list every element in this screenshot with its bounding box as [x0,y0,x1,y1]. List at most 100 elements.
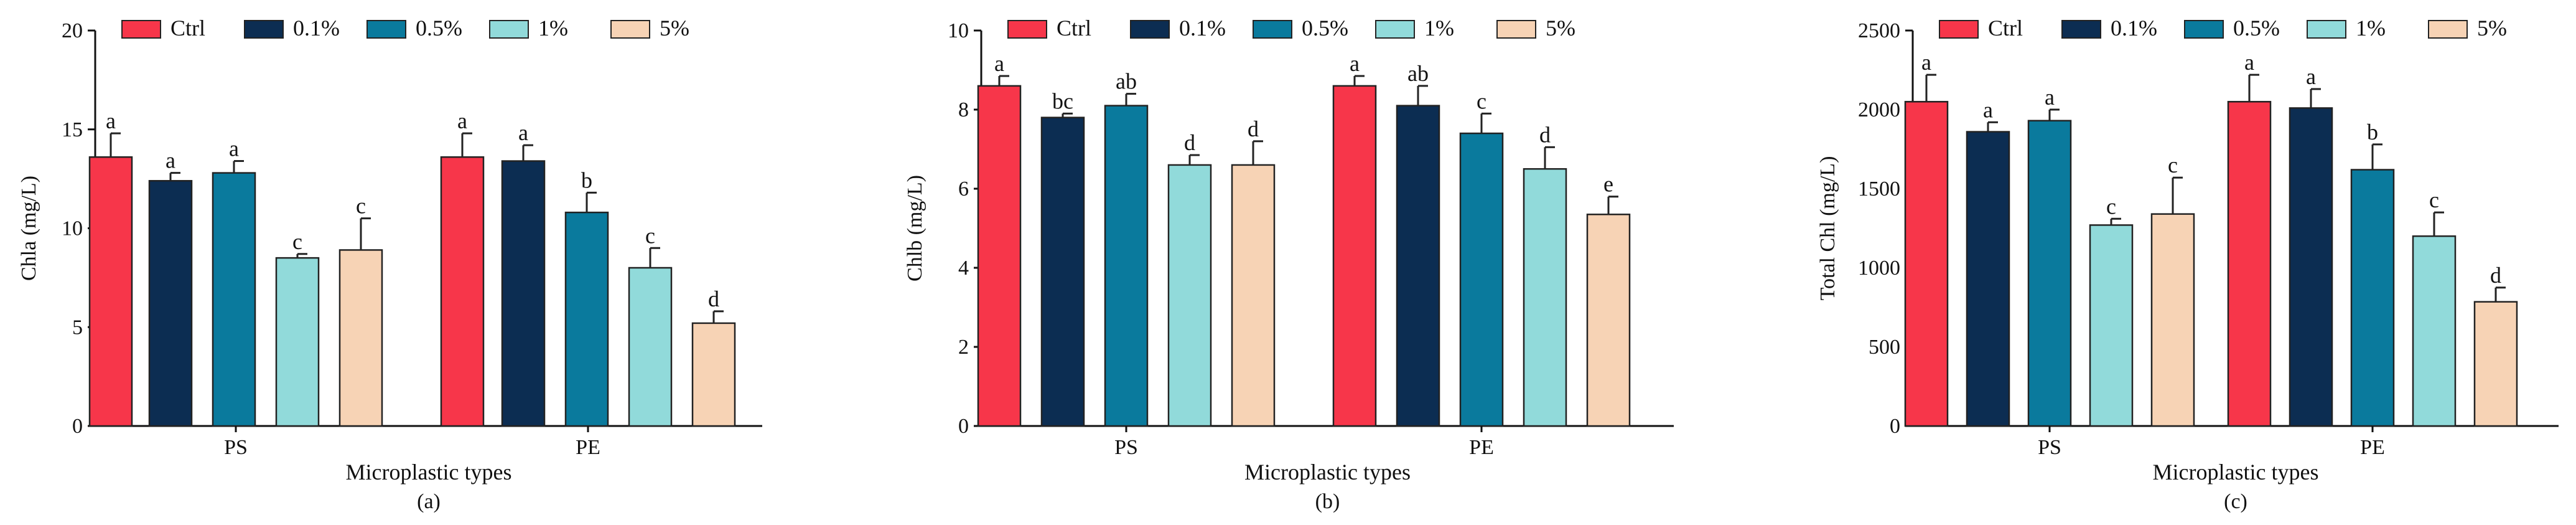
bar-pe-2 [1459,132,1504,427]
legend-entry: 1% [2356,16,2386,40]
bar-pe-3 [628,267,673,427]
x-category-label: PE [2360,436,2385,459]
y-tick-label: 10 [62,217,83,240]
y-tick-label: 2500 [1858,19,1900,42]
significance-letter: c [292,229,302,254]
x-category-label: PE [576,436,600,459]
legend: Ctrl 0.1% 0.5% 1% 5% [121,16,689,40]
legend-swatch [1130,20,1170,39]
legend-entry: 5% [1546,16,1575,40]
significance-letter: a [106,108,116,133]
bar-pe-0 [440,156,485,427]
significance-letter: a [229,136,239,161]
legend-swatch [2428,20,2468,39]
significance-letter: c [2106,194,2116,219]
significance-letter: a [2045,85,2055,110]
significance-letter: a [518,120,528,145]
bar-ps-2 [1104,105,1149,427]
significance-letter: d [1539,122,1551,147]
y-tick-label: 0 [958,415,969,438]
legend-entry: 0.5% [2233,16,2280,40]
legend-entry: Ctrl [1988,16,2023,40]
bar-pe-2 [564,211,609,427]
y-tick-label: 6 [958,177,969,201]
panel-label: (a) [417,490,441,513]
y-tick-label: 15 [62,118,83,141]
legend-swatch [2307,20,2346,39]
bar-ps-0 [88,156,133,427]
y-tick-label: 10 [948,19,969,42]
bar-ps-4 [338,249,383,427]
legend-entry: Ctrl [170,16,205,40]
significance-letter: c [2429,187,2439,212]
significance-letter: a [166,148,175,173]
legend: Ctrl 0.1% 0.5% 1% 5% [1007,16,1575,40]
legend: Ctrl 0.1% 0.5% 1% 5% [1939,16,2507,40]
x-category-label: PE [1469,436,1494,459]
significance-letter: ab [1116,69,1137,94]
significance-letter: c [1477,88,1486,113]
legend-swatch [121,20,161,39]
bar-pe-4 [2473,301,2518,427]
bar-pe-1 [501,160,546,427]
y-tick-label: 5 [72,316,83,339]
significance-letter: d [708,286,719,311]
legend-swatch [610,20,650,39]
significance-letter: a [1983,97,1993,122]
y-tick-label: 1000 [1858,257,1900,280]
significance-letter: a [2244,50,2254,75]
legend-swatch [489,20,529,39]
legend-entry: 0.5% [1302,16,1348,40]
legend-entry: 0.5% [416,16,462,40]
x-category-label: PS [1114,436,1138,459]
legend-swatch [1007,20,1047,39]
significance-letter: b [2367,120,2378,144]
y-tick-label: 0 [72,415,83,438]
bar-pe-1 [2289,107,2333,427]
legend-swatch [1253,20,1292,39]
legend-swatch [1375,20,1415,39]
chart-panel-a: 0 5 10 15 20 Chla (mg/L) a a a a a b c c c d PS PE Micropl… [17,16,762,513]
bar-pe-4 [691,322,736,427]
significance-letter: d [2490,263,2501,288]
bar-ps-4 [2150,213,2195,427]
y-axis-label: Chla (mg/L) [17,176,40,281]
legend-entry: 0.1% [2111,16,2157,40]
significance-letter: a [1921,50,1931,75]
bar-pe-0 [1332,85,1377,427]
significance-letter: ab [1407,61,1429,86]
bar-ps-3 [275,257,320,427]
significance-letter: a [994,51,1004,76]
legend-entry: Ctrl [1057,16,1091,40]
panel-label: (b) [1315,490,1340,513]
x-category-label: PS [2038,436,2061,459]
significance-letter: e [1603,172,1613,197]
bar-pe-3 [1523,168,1567,427]
significance-letter: c [356,194,366,219]
significance-letter: c [645,223,655,248]
bar-ps-2 [212,172,256,427]
bar-pe-0 [2227,101,2272,427]
bar-ps-0 [1904,101,1949,427]
bar-ps-2 [2027,120,2072,427]
legend-swatch [2184,20,2224,39]
bar-pe-4 [1586,214,1631,427]
significance-letter: a [2306,64,2316,89]
bar-pe-3 [2412,235,2457,427]
legend-entry: 5% [2477,16,2507,40]
legend-swatch [1939,20,1979,39]
significance-letter: a [1350,51,1360,76]
significance-letter: a [457,108,467,133]
significance-letter: d [1248,116,1259,141]
y-tick-label: 2 [958,336,969,359]
y-tick-label: 8 [958,98,969,121]
legend-swatch [2061,20,2101,39]
x-axis-label: Microplastic types [1244,460,1411,485]
chart-panel-c: 0 500 1000 1500 2000 2500 Total Chl (mg/L) a a a a… [1816,16,2559,513]
bar-ps-1 [1040,116,1085,427]
panel-label: (c) [2224,490,2247,513]
y-tick-label: 500 [1869,336,1900,359]
